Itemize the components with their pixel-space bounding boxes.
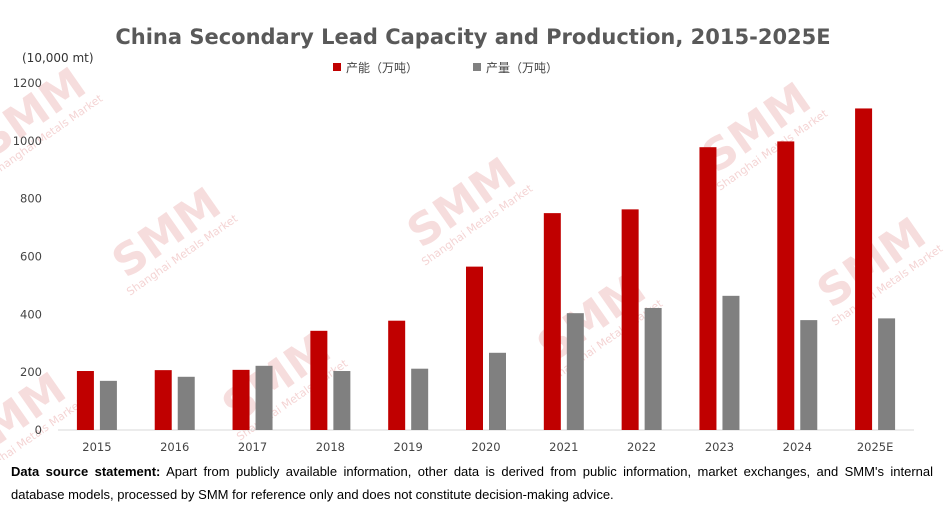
x-tick-label: 2017 xyxy=(238,440,267,454)
legend-swatch xyxy=(333,63,341,71)
y-axis-unit-label: (10,000 mt) xyxy=(22,51,94,65)
x-tick-label: 2022 xyxy=(627,440,656,454)
data-source-statement: Data source statement: Apart from public… xyxy=(11,460,933,506)
source-text: Apart from publicly available informatio… xyxy=(11,464,933,502)
bar-capacity xyxy=(855,108,873,431)
x-tick-label: 2016 xyxy=(160,440,189,454)
bar-production xyxy=(489,352,506,430)
bar-production xyxy=(566,313,584,430)
x-tick-label: 2019 xyxy=(394,440,423,454)
bar-capacity xyxy=(621,209,639,430)
y-axis: 0 200 400 600 800 1000 1200 xyxy=(13,76,42,437)
y-tick-label: 0 xyxy=(35,423,42,437)
x-tick-label: 2025E xyxy=(857,440,894,454)
bar-production xyxy=(333,371,351,430)
x-tick-label: 2024 xyxy=(783,440,812,454)
y-tick-label: 600 xyxy=(20,250,42,264)
bar-capacity xyxy=(777,141,795,430)
bar-capacity xyxy=(232,369,250,430)
bar-capacity xyxy=(466,266,483,430)
y-tick-label: 1200 xyxy=(13,76,42,90)
y-tick-label: 1000 xyxy=(13,134,42,148)
legend-swatch xyxy=(473,63,481,71)
bar-production xyxy=(99,380,117,430)
y-tick-label: 800 xyxy=(20,192,42,206)
bar-production xyxy=(722,295,740,430)
bar-production xyxy=(878,318,896,430)
x-tick-label: 2023 xyxy=(705,440,734,454)
legend-label: 产量（万吨） xyxy=(486,61,558,75)
bar-capacity xyxy=(699,147,717,430)
bar-capacity xyxy=(388,320,406,430)
x-tick-label: 2015 xyxy=(82,440,111,454)
y-tick-label: 400 xyxy=(20,307,42,321)
bar-capacity xyxy=(310,330,328,430)
bar-production xyxy=(644,307,662,430)
x-axis: 2015 2016 2017 2018 2019 2020 2021 2022 2023 2024… xyxy=(82,440,893,454)
y-tick-label: 200 xyxy=(20,365,42,379)
bar-capacity xyxy=(76,371,94,430)
legend-label: 产能（万吨） xyxy=(346,61,418,75)
bar-capacity xyxy=(154,370,172,430)
chart-title: China Secondary Lead Capacity and Produc… xyxy=(115,25,830,49)
bar-production xyxy=(255,365,273,430)
x-tick-label: 2021 xyxy=(549,440,578,454)
bar-capacity xyxy=(543,213,561,430)
bar-production xyxy=(411,368,429,430)
bar-production xyxy=(800,320,818,430)
source-label: Data source statement: xyxy=(11,464,161,479)
legend: 产能（万吨） 产量（万吨） xyxy=(333,61,558,75)
x-tick-label: 2020 xyxy=(471,440,500,454)
bars xyxy=(76,108,896,431)
x-tick-label: 2018 xyxy=(316,440,345,454)
bar-production xyxy=(177,376,195,430)
